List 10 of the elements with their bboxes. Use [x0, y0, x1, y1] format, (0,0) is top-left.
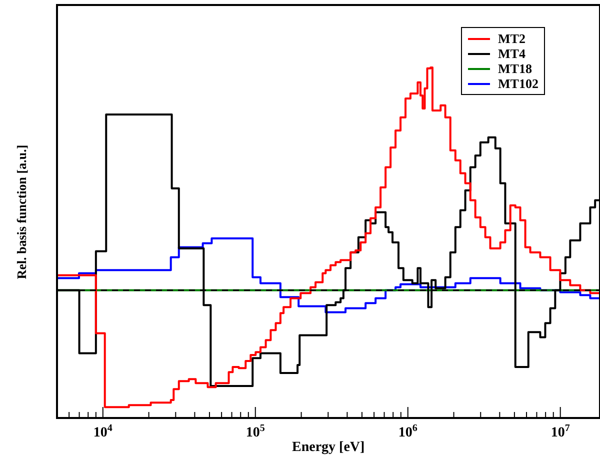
x-tick-label: 10$^{7}$ — [550, 423, 570, 442]
legend-label: MT2 — [498, 31, 526, 46]
legend-label: MT18 — [498, 61, 532, 76]
x-tick-label: 10$^{5}$ — [246, 423, 265, 442]
x-tick-label: 10$^{6}$ — [398, 423, 418, 442]
legend-label: MT102 — [498, 76, 538, 91]
x-tick-label: 10$^{4}$ — [93, 423, 112, 442]
y-axis-title: Rel. basis function [a.u.] — [14, 144, 30, 279]
x-axis-title: Energy [eV] — [292, 440, 365, 456]
legend-label: MT4 — [498, 46, 526, 61]
